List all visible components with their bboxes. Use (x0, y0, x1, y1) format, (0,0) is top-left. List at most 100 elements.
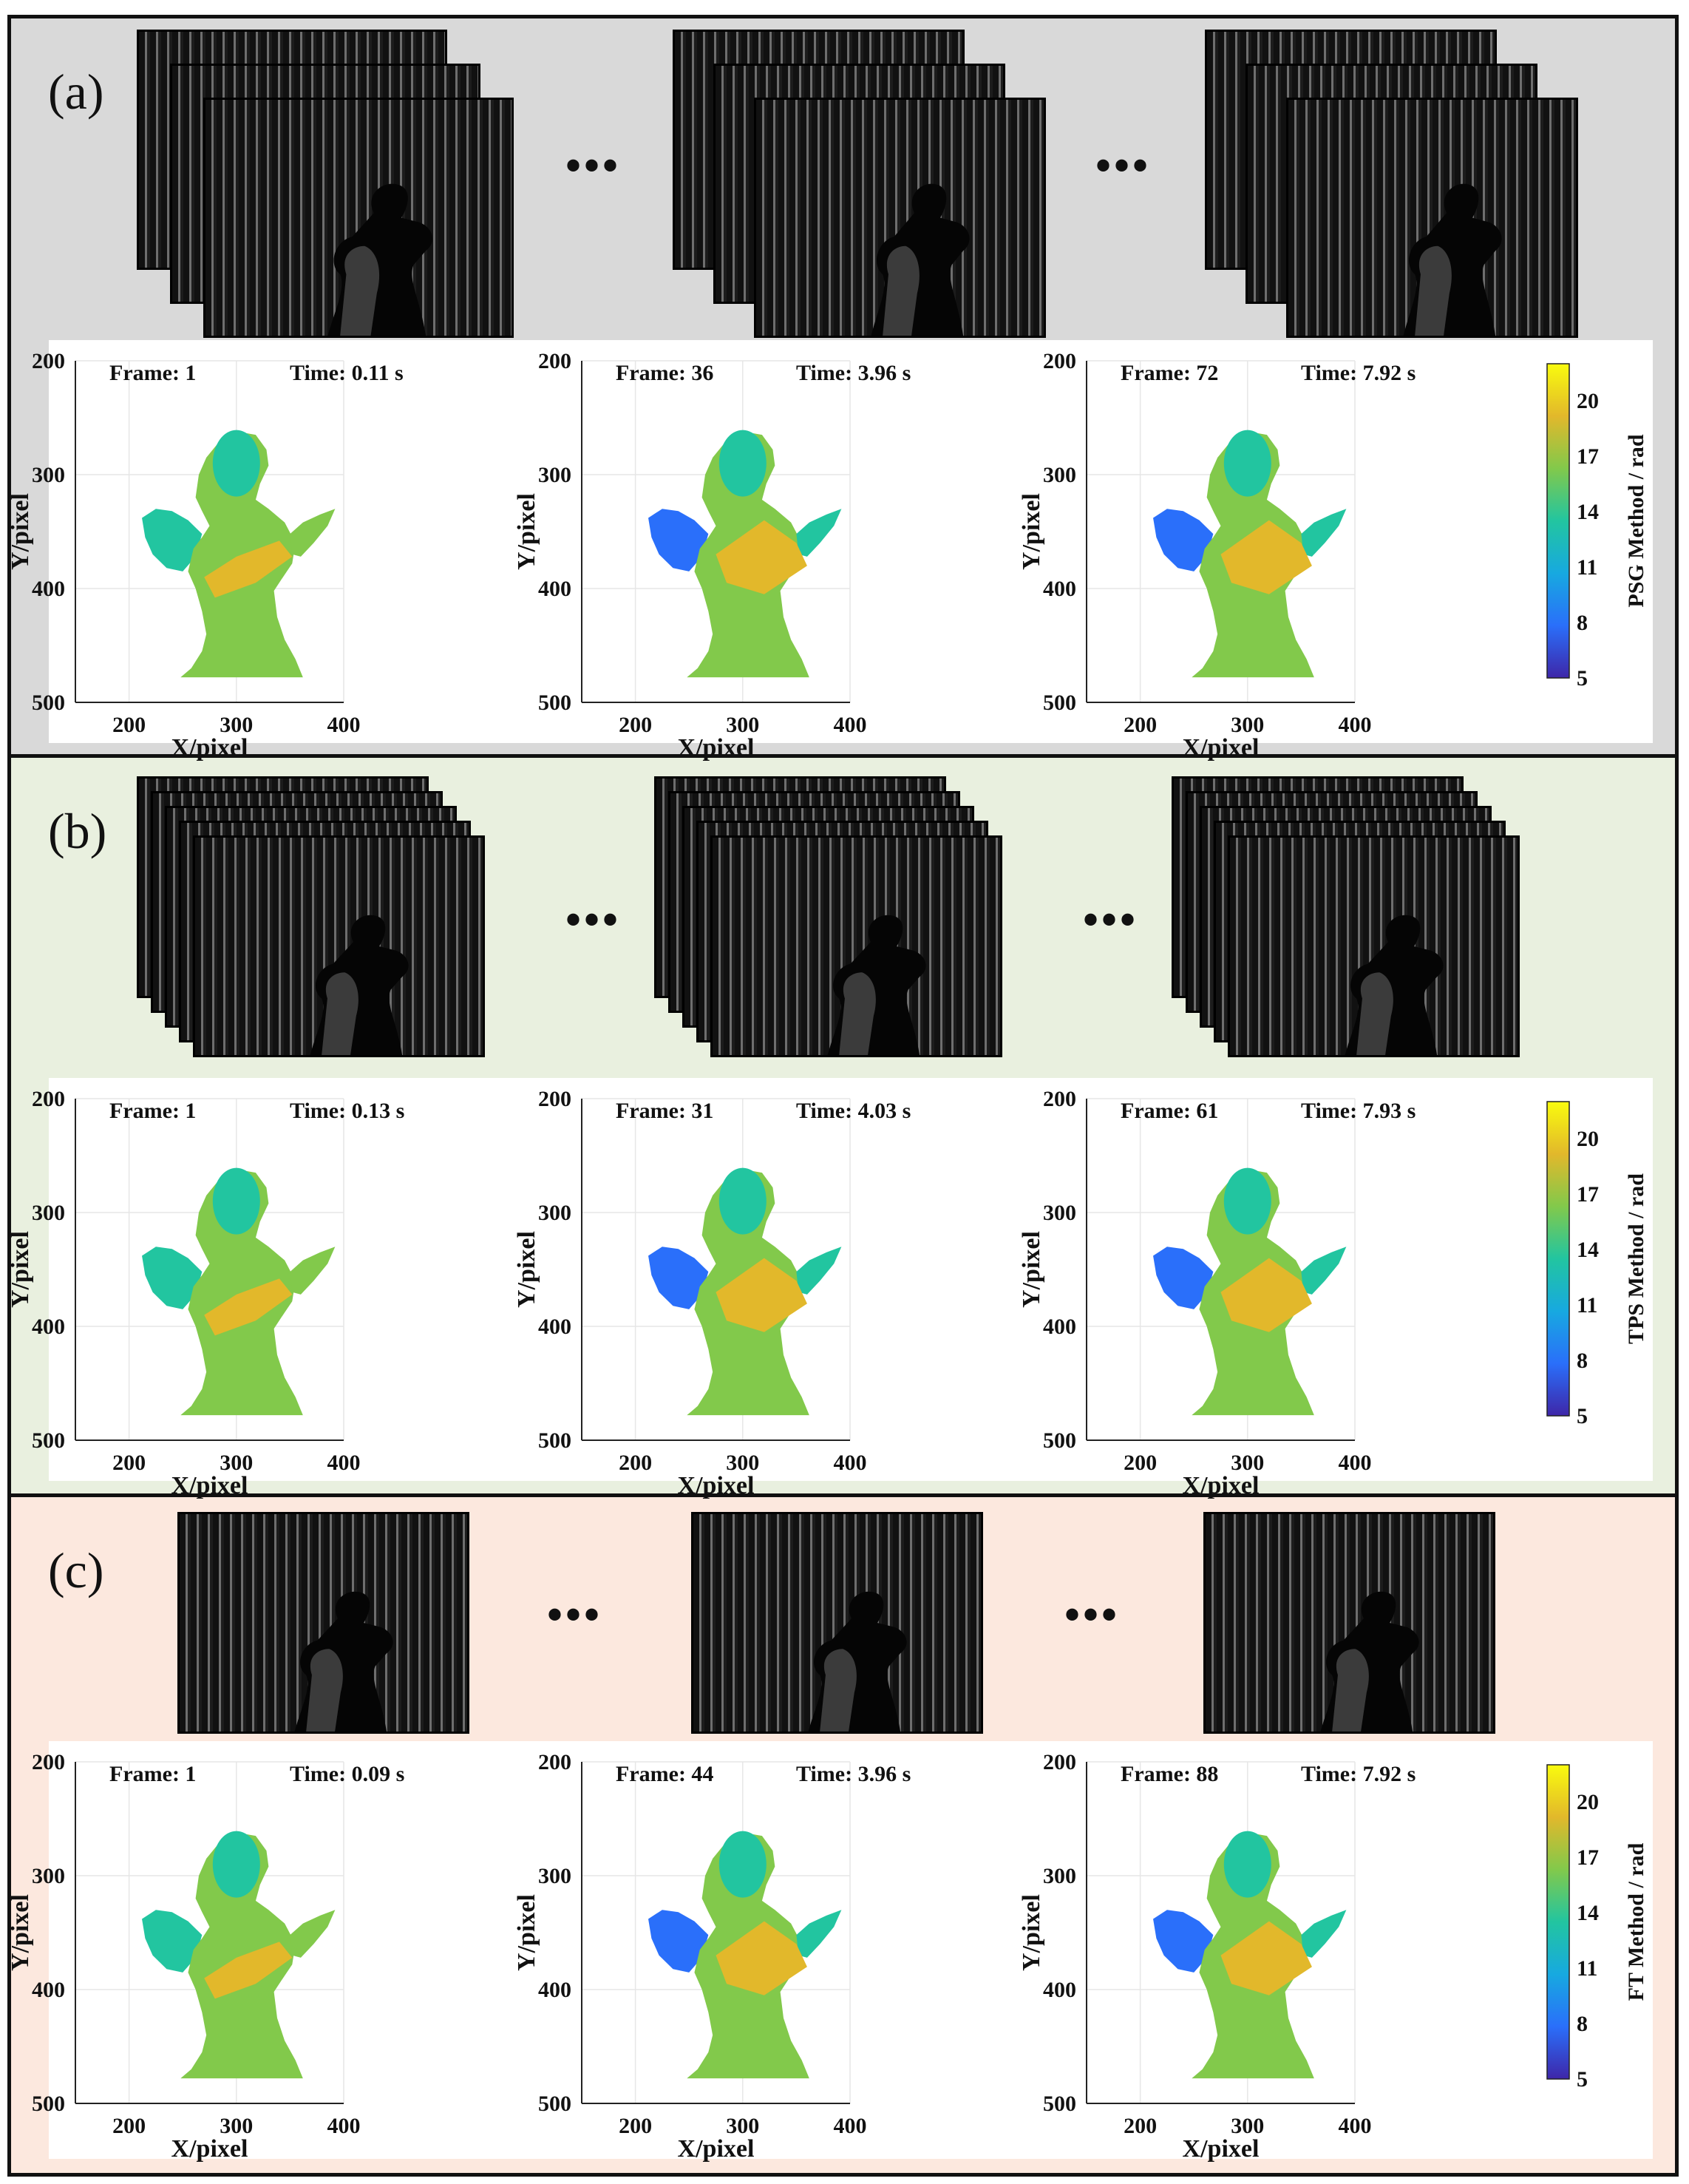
object-phase-region (290, 1910, 336, 1958)
colorbar: 5 8 11 14 17 20 PSG Method / rad (1546, 363, 1648, 691)
object-phase-region (180, 1169, 303, 1416)
colorbar-title: PSG Method / rad (1624, 434, 1648, 607)
frame-label: Frame: 1 (109, 1099, 196, 1123)
colorbar-tick-label: 14 (1577, 1238, 1599, 1262)
object-phase-region (716, 1921, 807, 1995)
frame-label: Frame: 1 (109, 1762, 196, 1786)
colorbar-tick-label: 17 (1577, 1182, 1599, 1207)
object-phase-region (290, 1247, 336, 1295)
object-silhouette (871, 183, 970, 336)
panel-label: (a) (48, 64, 104, 120)
phase-map: 200 300 400 200 300 400 500 X/pixel Y/pixel Frame… (513, 349, 911, 762)
y-axis-label: Y/pixel (1018, 1894, 1045, 1971)
y-tick-label: 500 (538, 1428, 571, 1453)
time-label: Time: 0.13 s (290, 1099, 404, 1123)
y-tick-label: 400 (1043, 1315, 1076, 1339)
object-phase-region (716, 520, 807, 594)
x-axis-label: X/pixel (1183, 2135, 1260, 2163)
x-tick-label: 200 (619, 2114, 652, 2138)
object-phase-region (1301, 1910, 1347, 1958)
y-tick-label: 400 (32, 1315, 65, 1339)
object-phase-region (1220, 1921, 1312, 1995)
fringe-pattern-image (754, 98, 1046, 338)
time-label: Time: 3.96 s (796, 361, 911, 385)
object-phase-region (204, 540, 293, 598)
x-tick-label: 300 (726, 2114, 759, 2138)
fringe-pattern-image (177, 1512, 469, 1734)
object-phase-region (1220, 520, 1312, 594)
colorbar-tick-label: 5 (1577, 2067, 1588, 2092)
y-tick-label: 200 (1043, 1750, 1076, 1774)
ellipsis: ••• (1083, 895, 1139, 944)
object-phase-region (204, 1278, 293, 1336)
y-tick-label: 300 (538, 1864, 571, 1888)
frame-label: Frame: 44 (616, 1762, 713, 1786)
ellipsis: ••• (565, 895, 622, 944)
fringe-pattern-image (691, 1512, 983, 1734)
object-phase-region (648, 1910, 709, 1973)
object-silhouette (294, 1591, 393, 1732)
x-tick-label: 400 (834, 2114, 867, 2138)
plot-region-a (49, 340, 1653, 743)
phase-map: 200 300 400 200 300 400 500 X/pixel Y/pixel Frame… (7, 1087, 404, 1499)
x-tick-label: 400 (327, 713, 361, 737)
x-tick-label: 200 (112, 2114, 146, 2138)
object-phase-region (212, 1167, 260, 1235)
y-tick-label: 300 (1043, 1864, 1076, 1888)
y-tick-label: 200 (1043, 1087, 1076, 1111)
x-axis-label: X/pixel (678, 734, 755, 762)
object-phase-region (648, 1247, 709, 1309)
fringe-pattern-image (1228, 835, 1520, 1057)
y-tick-label: 400 (1043, 577, 1076, 601)
x-tick-label: 400 (834, 1451, 867, 1475)
object-phase-region (648, 509, 709, 572)
x-tick-label: 300 (1231, 1451, 1264, 1475)
y-tick-label: 500 (538, 2092, 571, 2116)
y-tick-label: 400 (32, 1978, 65, 2002)
y-tick-label: 300 (538, 1201, 571, 1225)
frame-label: Frame: 36 (616, 361, 713, 385)
ellipsis: ••• (565, 141, 622, 190)
x-tick-label: 200 (112, 713, 146, 737)
x-axis-label: X/pixel (678, 1472, 755, 1499)
x-tick-label: 300 (1231, 713, 1264, 737)
y-tick-label: 300 (1043, 463, 1076, 487)
object-phase-region (718, 430, 767, 497)
phase-map: 200 300 400 200 300 400 500 X/pixel Y/pixel Frame… (513, 1750, 911, 2163)
x-tick-label: 300 (726, 713, 759, 737)
object-phase-region (180, 1832, 303, 2079)
y-axis-label: Y/pixel (513, 1894, 540, 1971)
x-axis-label: X/pixel (171, 1472, 248, 1499)
colorbar-tick-label: 5 (1577, 666, 1588, 691)
fringe-pattern-image (193, 835, 485, 1057)
y-tick-label: 500 (1043, 2092, 1076, 2116)
x-tick-label: 300 (220, 713, 253, 737)
colorbar-tick-label: 14 (1577, 1901, 1599, 1925)
y-tick-label: 400 (1043, 1978, 1076, 2002)
time-label: Time: 7.92 s (1301, 1762, 1416, 1786)
phase-map: 200 300 400 200 300 400 500 X/pixel Y/pixel Frame… (7, 349, 404, 762)
y-tick-label: 200 (1043, 349, 1076, 373)
y-tick-label: 300 (538, 463, 571, 487)
object-silhouette (327, 183, 433, 336)
colorbar-tick-label: 17 (1577, 444, 1599, 469)
ellipsis: ••• (1064, 1590, 1121, 1639)
y-tick-label: 300 (1043, 1201, 1076, 1225)
plot-region-c (49, 1741, 1653, 2159)
x-tick-label: 300 (1231, 2114, 1264, 2138)
colorbar-tick-label: 8 (1577, 1349, 1588, 1373)
object-phase-region (1301, 1247, 1347, 1295)
object-phase-region (212, 1831, 260, 1898)
y-tick-label: 200 (32, 1750, 65, 1774)
fringe-pattern-image (203, 98, 514, 338)
y-tick-label: 400 (32, 577, 65, 601)
phase-map: 200 300 400 200 300 400 500 X/pixel Y/pixel Frame… (513, 1087, 911, 1499)
time-label: Time: 0.11 s (290, 361, 404, 385)
x-tick-label: 200 (1124, 1451, 1157, 1475)
object-phase-region (142, 1247, 203, 1309)
x-axis-label: X/pixel (1183, 734, 1260, 762)
colorbar-gradient (1546, 363, 1570, 679)
frame-label: Frame: 72 (1121, 361, 1218, 385)
y-tick-label: 300 (32, 463, 65, 487)
x-tick-label: 200 (1124, 2114, 1157, 2138)
